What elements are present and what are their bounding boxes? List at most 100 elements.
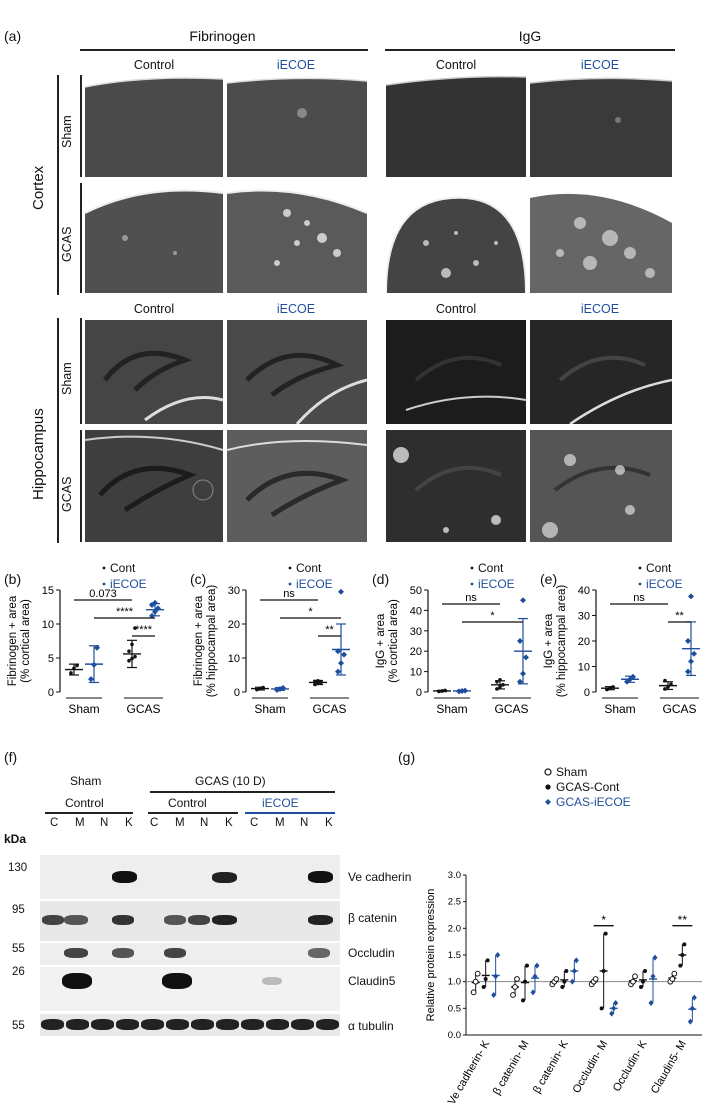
micrograph-hippocampus-igg-sham-control bbox=[386, 320, 526, 424]
band-ve-cad-k1 bbox=[112, 871, 137, 883]
stain-igg-header: IgG bbox=[518, 28, 542, 44]
legend-label: Sham bbox=[556, 765, 587, 779]
micrograph-hippocampus-fibrinogen-gcas-iecoe bbox=[227, 430, 367, 542]
data-point bbox=[685, 668, 691, 675]
significance-label: **** bbox=[116, 606, 134, 618]
data-point bbox=[630, 978, 636, 985]
data-point bbox=[560, 985, 565, 989]
blot-strip-beta-catenin bbox=[40, 901, 340, 941]
band-tubulin bbox=[66, 1019, 89, 1030]
y-axis-label-2: (% hippocampal area) bbox=[556, 585, 568, 698]
data-point bbox=[341, 651, 347, 658]
y-tick-label: 40 bbox=[410, 605, 422, 617]
legend-label: GCAS-Cont bbox=[556, 780, 620, 794]
chart-e: Cont iECOE 0 10 20 30 40 IgG + area (% hippocamp… bbox=[543, 561, 700, 716]
legend-dot-iecoe bbox=[288, 582, 292, 586]
data-point bbox=[680, 953, 685, 957]
data-point bbox=[470, 989, 477, 996]
data-point bbox=[641, 979, 645, 984]
iecoe-rule bbox=[245, 812, 335, 814]
data-point bbox=[663, 687, 667, 691]
lane-label: M bbox=[75, 817, 85, 829]
data-point bbox=[498, 677, 502, 682]
data-point bbox=[512, 984, 518, 990]
data-point bbox=[313, 679, 317, 684]
significance-label: 0.073 bbox=[89, 588, 117, 600]
data-point bbox=[69, 671, 73, 675]
significance-label: ** bbox=[325, 624, 334, 636]
blot-strip-occludin bbox=[40, 943, 340, 965]
significance-label: ns bbox=[283, 588, 295, 600]
col-header-control-1: Control bbox=[133, 58, 175, 72]
y-tick-label: 5 bbox=[48, 653, 54, 665]
band-occ-k1 bbox=[112, 948, 134, 958]
blot-subgroup-iecoe: iECOE bbox=[262, 796, 299, 810]
panel-a-letter: (a) bbox=[4, 28, 22, 44]
legend-dot-cont bbox=[638, 566, 642, 570]
legend-label-iecoe: iECOE bbox=[478, 577, 515, 591]
data-point bbox=[530, 989, 536, 996]
col-header-control-2: Control bbox=[435, 58, 477, 72]
micrograph-hippocampus-fibrinogen-sham-control bbox=[85, 320, 223, 424]
data-point bbox=[669, 682, 673, 687]
y-tick-label: 0.0 bbox=[448, 1030, 461, 1041]
y-axis-label: Fibrinogen + area bbox=[7, 595, 19, 686]
data-point bbox=[687, 1018, 693, 1025]
band-bcat-k1 bbox=[112, 915, 134, 925]
legend-marker-gcas-iecoe bbox=[545, 799, 551, 805]
data-point bbox=[338, 588, 344, 595]
band-tubulin bbox=[291, 1019, 314, 1030]
lane-label: K bbox=[225, 817, 233, 829]
row-label-sham-hippocampus: Sham bbox=[60, 362, 74, 395]
lane-label: C bbox=[250, 817, 259, 829]
micrograph-cortex-fibrinogen-gcas-control bbox=[85, 183, 223, 293]
group-label-sham: Sham bbox=[436, 702, 467, 716]
legend-label-cont: Cont bbox=[478, 561, 504, 575]
data-point bbox=[498, 685, 502, 689]
lane-label: C bbox=[150, 817, 159, 829]
y-tick-label: 0 bbox=[234, 687, 240, 699]
hippo-gcas-bracket bbox=[80, 430, 82, 542]
group-label-sham: Sham bbox=[68, 702, 99, 716]
data-point bbox=[152, 608, 158, 615]
data-point bbox=[491, 992, 497, 998]
data-point bbox=[130, 642, 134, 647]
row-label-gcas-cortex: GCAS bbox=[60, 226, 74, 262]
legend-dot-iecoe bbox=[638, 582, 642, 586]
control-1-rule bbox=[45, 812, 133, 814]
band-tubulin bbox=[166, 1019, 189, 1030]
data-point bbox=[678, 963, 683, 968]
panel-e-letter: (e) bbox=[540, 571, 558, 587]
data-point bbox=[255, 687, 259, 692]
band-tubulin bbox=[266, 1019, 289, 1030]
data-point bbox=[592, 976, 599, 982]
data-point bbox=[319, 680, 323, 684]
x-tick-label: Occludin- K bbox=[611, 1038, 650, 1094]
data-point bbox=[521, 998, 525, 1003]
blot-group-sham: Sham bbox=[70, 774, 102, 788]
data-point bbox=[495, 687, 499, 691]
y-tick-label: 15 bbox=[42, 585, 54, 597]
band-occ-m1 bbox=[64, 948, 88, 958]
band-bcat-n2 bbox=[188, 915, 210, 925]
data-point bbox=[493, 973, 499, 980]
y-tick-label: 40 bbox=[578, 585, 590, 597]
band-cldn-m1 bbox=[62, 973, 92, 989]
data-point bbox=[669, 976, 676, 982]
band-occ-k3 bbox=[308, 948, 330, 958]
data-point bbox=[258, 686, 262, 691]
band-occ-m2 bbox=[164, 948, 186, 958]
panel-d-letter: (d) bbox=[372, 571, 390, 587]
significance-label: * bbox=[308, 606, 313, 618]
band-bcat-m2 bbox=[164, 915, 186, 925]
legend-label-cont: Cont bbox=[296, 561, 322, 575]
lane-label: N bbox=[300, 817, 309, 829]
legend-marker-sham bbox=[544, 768, 552, 776]
band-ve-cad-k3 bbox=[308, 871, 333, 883]
data-point bbox=[152, 599, 158, 606]
cortex-gcas-bracket bbox=[80, 183, 82, 293]
data-point bbox=[520, 597, 526, 604]
band-bcat-k2 bbox=[212, 915, 237, 925]
data-point bbox=[472, 978, 479, 985]
y-axis-label-2: (% hippocampal area) bbox=[206, 585, 218, 698]
